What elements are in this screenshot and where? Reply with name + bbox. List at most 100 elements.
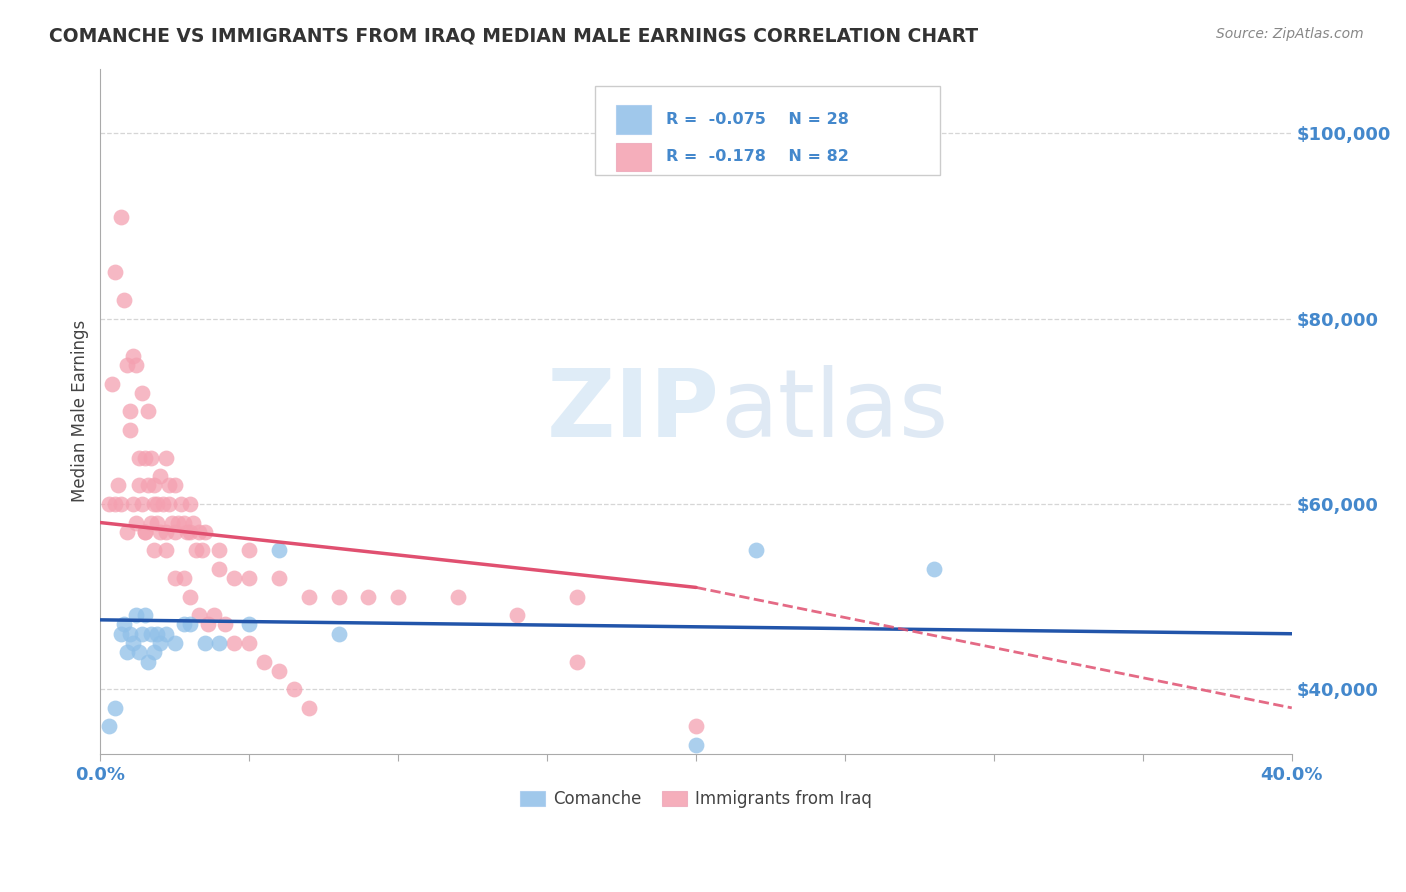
Point xyxy=(214,617,236,632)
Point xyxy=(139,516,162,530)
Point xyxy=(134,450,156,465)
Point xyxy=(208,636,231,650)
Point xyxy=(163,636,186,650)
Point xyxy=(924,562,946,576)
Point xyxy=(122,349,145,363)
Point xyxy=(110,497,132,511)
Point xyxy=(160,516,183,530)
Point xyxy=(134,524,156,539)
Point xyxy=(149,524,172,539)
Point xyxy=(134,608,156,623)
Point xyxy=(146,626,169,640)
Point xyxy=(387,590,409,604)
Point xyxy=(107,478,129,492)
Point xyxy=(134,524,156,539)
Point xyxy=(136,404,159,418)
Point xyxy=(110,626,132,640)
Point xyxy=(202,608,225,623)
Point xyxy=(112,617,135,632)
Point xyxy=(447,590,470,604)
FancyBboxPatch shape xyxy=(616,105,651,134)
Legend: Comanche, Immigrants from Iraq: Comanche, Immigrants from Iraq xyxy=(513,783,879,814)
Point xyxy=(685,738,707,752)
Point xyxy=(170,497,193,511)
Point xyxy=(208,562,231,576)
Point xyxy=(163,571,186,585)
Point xyxy=(139,450,162,465)
Point xyxy=(357,590,380,604)
Point xyxy=(146,497,169,511)
Point xyxy=(101,376,124,391)
Point xyxy=(224,571,246,585)
Point xyxy=(506,608,529,623)
Point xyxy=(187,608,209,623)
Point xyxy=(157,497,180,511)
Point xyxy=(179,590,201,604)
Text: R =  -0.075    N = 28: R = -0.075 N = 28 xyxy=(666,112,849,127)
Point xyxy=(98,497,121,511)
Point xyxy=(120,423,142,437)
Point xyxy=(685,719,707,733)
Point xyxy=(163,524,186,539)
Point xyxy=(115,524,138,539)
Point xyxy=(187,524,209,539)
Point xyxy=(155,524,177,539)
Point xyxy=(122,636,145,650)
Point xyxy=(190,543,212,558)
Point xyxy=(176,524,198,539)
Point xyxy=(328,590,350,604)
Point xyxy=(125,358,148,372)
Point xyxy=(131,626,153,640)
FancyBboxPatch shape xyxy=(595,86,941,175)
Point xyxy=(143,645,166,659)
Point xyxy=(115,645,138,659)
Point xyxy=(122,497,145,511)
Point xyxy=(267,664,290,678)
Point xyxy=(115,358,138,372)
Point xyxy=(173,516,195,530)
Point xyxy=(565,655,588,669)
Point xyxy=(125,608,148,623)
Point xyxy=(136,655,159,669)
Point xyxy=(125,516,148,530)
Point xyxy=(166,516,188,530)
Text: Source: ZipAtlas.com: Source: ZipAtlas.com xyxy=(1216,27,1364,41)
Point xyxy=(143,543,166,558)
Point xyxy=(283,682,305,697)
Point xyxy=(181,516,204,530)
Point xyxy=(155,626,177,640)
Point xyxy=(128,645,150,659)
Point xyxy=(298,701,321,715)
Point xyxy=(98,719,121,733)
Point xyxy=(104,265,127,279)
Point xyxy=(136,478,159,492)
Point xyxy=(120,404,142,418)
Point xyxy=(112,293,135,308)
Text: ZIP: ZIP xyxy=(547,366,720,458)
Point xyxy=(328,626,350,640)
Point xyxy=(184,543,207,558)
Point xyxy=(173,571,195,585)
Point xyxy=(197,617,219,632)
Point xyxy=(152,497,174,511)
Point xyxy=(224,636,246,650)
Point xyxy=(298,590,321,604)
Point xyxy=(253,655,276,669)
Point xyxy=(267,571,290,585)
Point xyxy=(104,497,127,511)
Text: atlas: atlas xyxy=(720,366,948,458)
Point xyxy=(173,617,195,632)
Point xyxy=(120,626,142,640)
Point xyxy=(149,469,172,483)
Point xyxy=(179,497,201,511)
Point xyxy=(208,543,231,558)
Point xyxy=(565,590,588,604)
Point xyxy=(744,543,766,558)
Point xyxy=(238,636,260,650)
Point xyxy=(143,478,166,492)
Point xyxy=(146,516,169,530)
Y-axis label: Median Male Earnings: Median Male Earnings xyxy=(72,320,89,502)
Text: COMANCHE VS IMMIGRANTS FROM IRAQ MEDIAN MALE EARNINGS CORRELATION CHART: COMANCHE VS IMMIGRANTS FROM IRAQ MEDIAN … xyxy=(49,27,979,45)
Point xyxy=(267,543,290,558)
Point xyxy=(110,210,132,224)
